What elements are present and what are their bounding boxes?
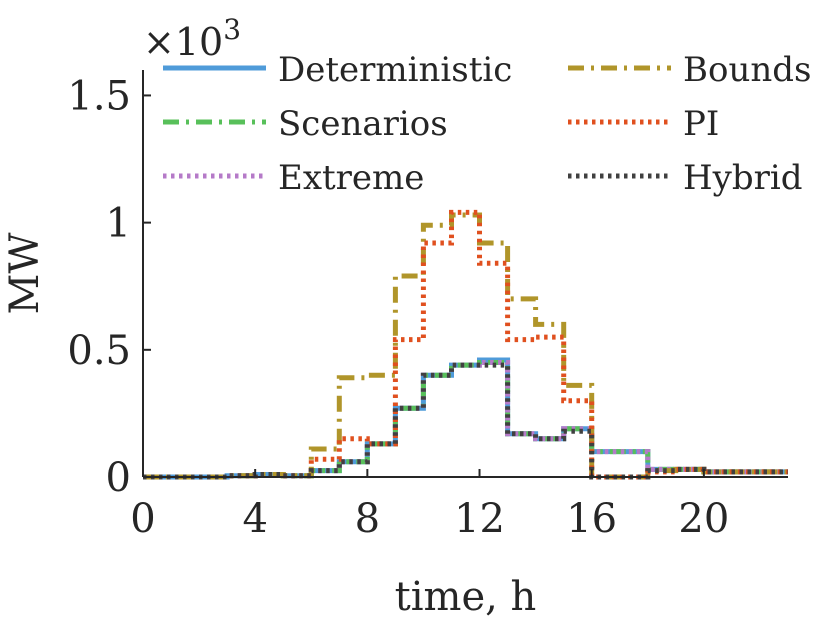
y-tick-label: 1.5 [67,73,131,119]
series-line-scenarios [143,360,788,480]
x-ticks: 0 4 8 12 16 20 [130,469,729,542]
x-tick-label: 4 [242,496,267,542]
y-tick-label: 0 [106,455,131,501]
legend-item-pi: PI [568,104,719,144]
legend-label-hybrid: Hybrid [683,158,803,198]
y-scale-multiplier: ×103 [143,13,241,64]
series-line-extreme [143,360,788,480]
legend-item-extreme: Extreme [163,158,424,198]
y-tick-label: 0.5 [67,328,131,374]
y-ticks: 0 0.5 1 1.5 [67,73,151,501]
legend-label-extreme: Extreme [278,158,424,198]
legend-label-deterministic: Deterministic [278,50,512,90]
y-scale-base: ×10 [143,20,223,64]
legend-label-scenarios: Scenarios [278,104,448,144]
x-tick-label: 0 [130,496,155,542]
series-line-bounds [143,212,788,480]
x-tick-label: 20 [678,496,729,542]
legend-item-deterministic: Deterministic [163,50,512,90]
y-axis-title: MW [2,232,48,314]
axes [142,70,788,478]
x-tick-label: 12 [454,496,505,542]
series-line-hybrid [143,362,788,480]
legend: Deterministic Scenarios Extreme Bounds PI Hyb… [163,50,811,198]
y-tick-label: 1 [106,201,131,247]
legend-item-hybrid: Hybrid [568,158,803,198]
series-layer [143,209,788,480]
legend-label-bounds: Bounds [683,50,811,90]
x-axis-title: time, h [395,574,537,620]
x-tick-label: 8 [355,496,380,542]
legend-label-pi: PI [683,104,719,144]
legend-item-scenarios: Scenarios [163,104,448,144]
legend-item-bounds: Bounds [568,50,811,90]
series-line-deterministic [143,357,788,480]
x-tick-label: 16 [566,496,617,542]
y-scale-exponent: 3 [223,13,241,46]
series-line-pi [143,209,788,480]
